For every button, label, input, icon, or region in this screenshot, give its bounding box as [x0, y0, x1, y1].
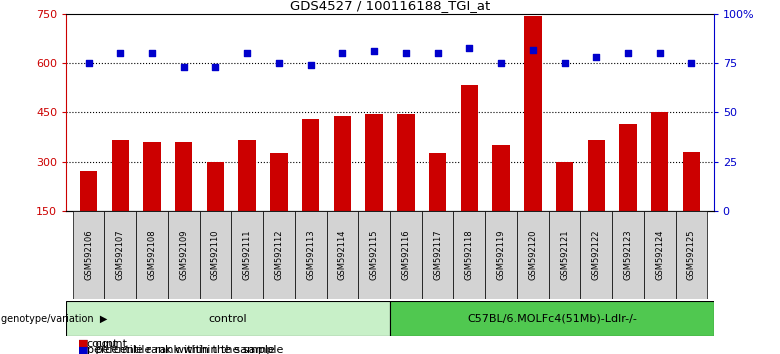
Text: GSM592107: GSM592107	[115, 229, 125, 280]
Text: GSM592121: GSM592121	[560, 230, 569, 280]
Text: GSM592116: GSM592116	[402, 229, 410, 280]
Text: genotype/variation  ▶: genotype/variation ▶	[1, 314, 107, 324]
Bar	[168, 211, 200, 299]
Bar	[136, 211, 168, 299]
Text: GSM592106: GSM592106	[84, 229, 93, 280]
Point	[463, 45, 476, 50]
Bar	[492, 145, 510, 211]
Bar	[524, 16, 541, 211]
Bar	[207, 161, 224, 211]
Point	[304, 62, 317, 68]
Bar	[175, 142, 193, 211]
Bar	[358, 211, 390, 299]
Bar	[675, 211, 707, 299]
Bar	[270, 153, 288, 211]
Bar	[453, 211, 485, 299]
Title: GDS4527 / 100116188_TGI_at: GDS4527 / 100116188_TGI_at	[290, 0, 490, 12]
Bar	[422, 211, 453, 299]
Bar	[263, 211, 295, 299]
Text: GSM592108: GSM592108	[147, 229, 157, 280]
Bar	[461, 85, 478, 211]
Point	[209, 64, 222, 70]
Bar	[397, 114, 415, 211]
Point	[654, 51, 666, 56]
Text: GSM592109: GSM592109	[179, 230, 188, 280]
Bar	[429, 153, 446, 211]
Text: GSM592113: GSM592113	[307, 229, 315, 280]
Bar	[200, 211, 232, 299]
Bar	[580, 211, 612, 299]
Point	[495, 61, 507, 66]
Bar	[66, 301, 390, 336]
Bar	[556, 161, 573, 211]
Text: C57BL/6.MOLFc4(51Mb)-Ldlr-/-: C57BL/6.MOLFc4(51Mb)-Ldlr-/-	[467, 314, 636, 324]
Bar	[302, 119, 319, 211]
Bar	[80, 171, 98, 211]
Text: GSM592124: GSM592124	[655, 230, 665, 280]
Text: GSM592111: GSM592111	[243, 230, 252, 280]
Point	[336, 51, 349, 56]
Text: ■: ■	[78, 346, 88, 354]
Bar	[390, 301, 714, 336]
Point	[241, 51, 254, 56]
Bar	[365, 114, 383, 211]
Text: GSM592114: GSM592114	[338, 230, 347, 280]
Point	[558, 61, 571, 66]
Point	[526, 47, 539, 52]
Text: GSM592112: GSM592112	[275, 230, 283, 280]
Bar	[112, 140, 129, 211]
Point	[399, 51, 412, 56]
Bar	[295, 211, 327, 299]
Point	[686, 61, 698, 66]
Bar	[232, 211, 263, 299]
Text: GSM592120: GSM592120	[528, 230, 537, 280]
Text: GSM592117: GSM592117	[433, 229, 442, 280]
Point	[273, 61, 285, 66]
Text: count: count	[87, 339, 118, 349]
Text: GSM592119: GSM592119	[497, 230, 505, 280]
Bar	[485, 211, 517, 299]
Bar	[619, 124, 636, 211]
Bar	[73, 211, 105, 299]
Point	[622, 51, 634, 56]
Point	[178, 64, 190, 70]
Bar	[390, 211, 422, 299]
Bar	[334, 116, 351, 211]
Text: GSM592118: GSM592118	[465, 229, 473, 280]
Text: ■  percentile rank within the sample: ■ percentile rank within the sample	[78, 346, 283, 354]
Text: ■: ■	[78, 339, 88, 349]
Bar	[587, 140, 605, 211]
Bar	[105, 211, 136, 299]
Bar	[144, 142, 161, 211]
Text: control: control	[209, 314, 247, 324]
Point	[431, 51, 444, 56]
Text: GSM592122: GSM592122	[592, 230, 601, 280]
Bar	[644, 211, 675, 299]
Text: GSM592110: GSM592110	[211, 230, 220, 280]
Text: GSM592125: GSM592125	[687, 230, 696, 280]
Point	[590, 55, 602, 60]
Text: percentile rank within the sample: percentile rank within the sample	[87, 346, 275, 354]
Point	[82, 61, 94, 66]
Text: GSM592123: GSM592123	[623, 229, 633, 280]
Bar	[651, 113, 668, 211]
Bar	[612, 211, 644, 299]
Bar	[239, 140, 256, 211]
Bar	[682, 152, 700, 211]
Text: ■  count: ■ count	[78, 339, 127, 349]
Point	[368, 48, 381, 54]
Text: GSM592115: GSM592115	[370, 230, 378, 280]
Bar	[517, 211, 548, 299]
Bar	[327, 211, 358, 299]
Point	[114, 51, 126, 56]
Bar	[548, 211, 580, 299]
Point	[146, 51, 158, 56]
